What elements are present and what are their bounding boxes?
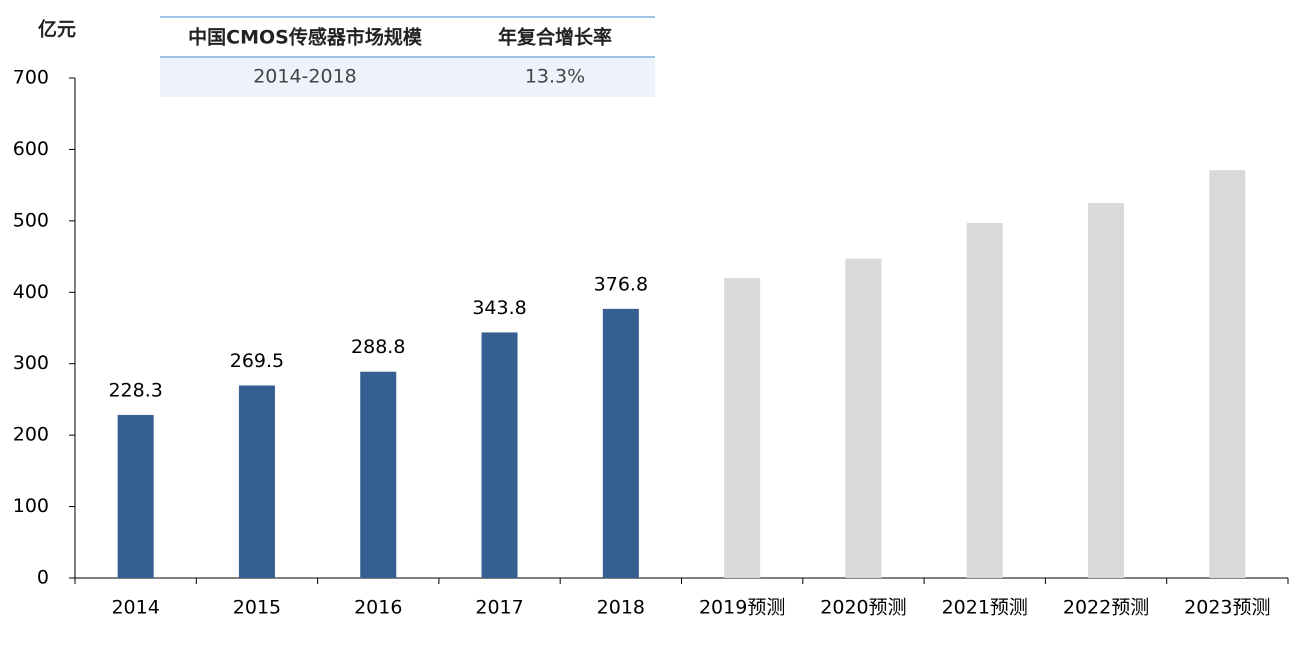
y-tick-label: 100 bbox=[13, 495, 49, 517]
x-tick-label: 2016 bbox=[354, 597, 402, 619]
unit-label: 亿元 bbox=[38, 18, 76, 41]
y-tick-label: 0 bbox=[37, 567, 49, 589]
x-tick-label: 2022预测 bbox=[1063, 597, 1149, 619]
bar bbox=[724, 278, 761, 578]
x-tick-label: 2017 bbox=[475, 597, 523, 619]
bar bbox=[238, 385, 275, 578]
x-tick-label: 2020预测 bbox=[820, 597, 906, 619]
table-header: 年复合增长率 bbox=[498, 26, 612, 49]
value-label: 228.3 bbox=[108, 379, 162, 401]
x-tick-label: 2021预测 bbox=[942, 597, 1028, 619]
value-label: 343.8 bbox=[472, 297, 526, 319]
x-tick-label: 2023预测 bbox=[1184, 597, 1270, 619]
bar bbox=[117, 414, 154, 578]
y-tick-label: 700 bbox=[13, 67, 49, 89]
table-row-bg bbox=[160, 57, 655, 97]
bar bbox=[602, 308, 639, 578]
value-label: 376.8 bbox=[594, 273, 648, 295]
bar bbox=[1088, 203, 1125, 578]
bar bbox=[1209, 170, 1246, 578]
x-tick-label: 2015 bbox=[233, 597, 281, 619]
x-tick-label: 2014 bbox=[111, 597, 159, 619]
value-label: 288.8 bbox=[351, 336, 405, 358]
bar bbox=[481, 332, 518, 578]
y-tick-label: 400 bbox=[13, 281, 49, 303]
y-tick-label: 200 bbox=[13, 424, 49, 446]
bar bbox=[966, 223, 1003, 578]
value-label: 269.5 bbox=[230, 350, 284, 372]
y-tick-label: 300 bbox=[13, 352, 49, 374]
table-header: 中国CMOS传感器市场规模 bbox=[188, 26, 423, 49]
bar bbox=[845, 258, 882, 578]
x-tick-label: 2019预测 bbox=[699, 597, 785, 619]
y-tick-label: 500 bbox=[13, 209, 49, 231]
y-tick-label: 600 bbox=[13, 138, 49, 160]
table-cell: 13.3% bbox=[525, 66, 585, 88]
table-cell: 2014-2018 bbox=[253, 66, 357, 88]
x-tick-label: 2018 bbox=[597, 597, 645, 619]
bar bbox=[360, 371, 397, 578]
